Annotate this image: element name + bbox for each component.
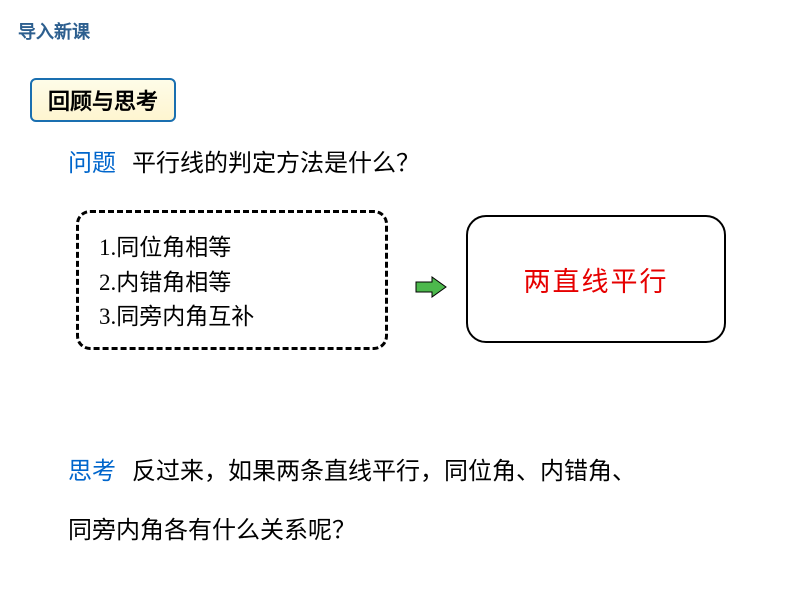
condition-item: 2.内错角相等 bbox=[99, 266, 365, 301]
result-text: 两直线平行 bbox=[524, 260, 669, 299]
result-box: 两直线平行 bbox=[466, 215, 726, 343]
question-line: 问题平行线的判定方法是什么？ bbox=[68, 143, 420, 178]
thinking-section: 思考反过来，如果两条直线平行，同位角、内错角、 同旁内角各有什么关系呢？ bbox=[68, 450, 738, 545]
thinking-text1: 反过来，如果两条直线平行，同位角、内错角、 bbox=[132, 459, 636, 485]
condition-item: 1.同位角相等 bbox=[99, 231, 365, 266]
thinking-label: 思考 bbox=[68, 459, 116, 485]
review-label: 回顾与思考 bbox=[30, 78, 176, 122]
conditions-box: 1.同位角相等 2.内错角相等 3.同旁内角互补 bbox=[76, 210, 388, 350]
question-text: 平行线的判定方法是什么？ bbox=[132, 151, 420, 177]
question-label: 问题 bbox=[68, 151, 116, 177]
thinking-line1: 思考反过来，如果两条直线平行，同位角、内错角、 bbox=[68, 450, 738, 496]
arrow-icon bbox=[414, 274, 448, 300]
slide-header: 导入新课 bbox=[18, 18, 90, 44]
condition-item: 3.同旁内角互补 bbox=[99, 300, 365, 335]
thinking-text2: 同旁内角各有什么关系呢？ bbox=[68, 510, 738, 545]
